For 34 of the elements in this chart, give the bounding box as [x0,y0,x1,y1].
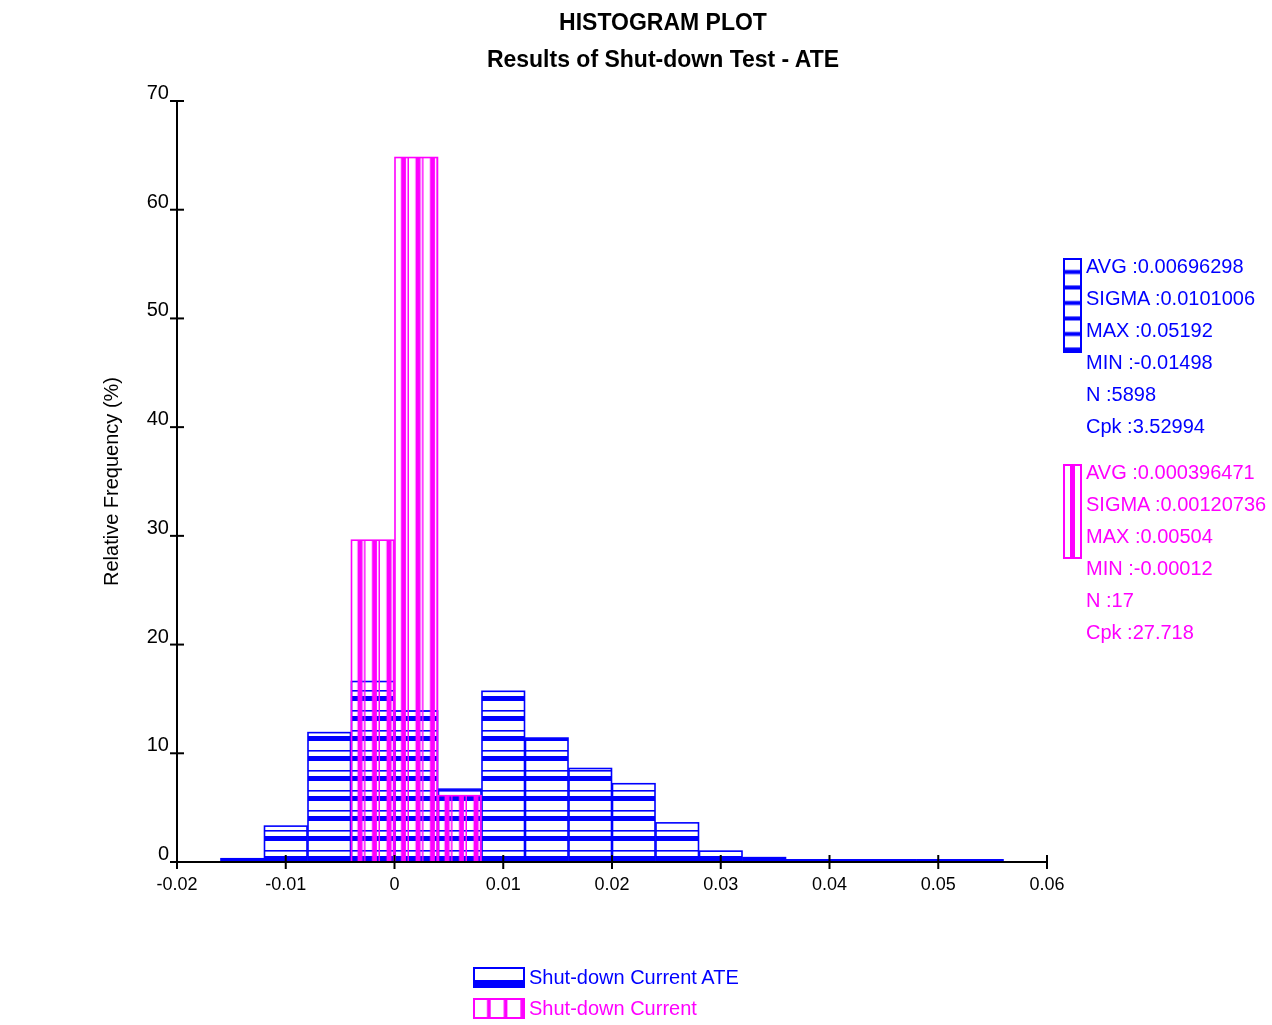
x-tick-label: 0.05 [920,874,956,894]
chart-title: HISTOGRAM PLOT [559,9,767,35]
text: N :5898 [1086,383,1157,405]
text: MIN :-0.01498 [1086,351,1213,373]
x-tick-label: -0.01 [265,874,307,894]
chart-subtitle: Results of Shut-down Test - ATE [486,46,840,72]
y-tick-label: 30 [146,515,169,538]
text: MAX :0.05192 [1086,319,1213,341]
text: Shut-down Current [529,997,698,1019]
x-tick-label: 0.06 [1029,874,1065,894]
x-tick-label: 0.04 [811,874,848,894]
y-tick-label: 60 [146,189,169,212]
y-tick-label: 10 [146,733,169,756]
text: Cpk :27.718 [1086,621,1194,643]
y-tick-label: 20 [146,624,169,647]
text: AVG :0.000396471 [1086,461,1255,483]
text: MIN :-0.00012 [1086,557,1213,579]
text: N :17 [1086,589,1134,611]
text: Shut-down Current ATE [529,966,739,988]
text: SIGMA :0.0101006 [1086,287,1256,309]
y-axis-title: Relative Frequency (%) [100,377,122,586]
x-tick-label: 0.03 [703,874,739,894]
y-tick-label: 70 [146,81,169,103]
text: AVG :0.00696298 [1086,255,1244,277]
x-tick-label: 0 [389,874,400,894]
text: SIGMA :0.00120736 [1086,493,1267,515]
x-tick-label: 0.02 [594,874,630,894]
x-tick-label: 0.01 [485,874,521,894]
y-tick-label: 40 [146,407,169,430]
text: Cpk :3.52994 [1086,415,1205,437]
y-tick-label: 50 [146,298,169,321]
text: MAX :0.00504 [1086,525,1213,547]
y-tick-label: 0 [157,842,169,864]
x-tick-label: -0.02 [156,874,198,894]
